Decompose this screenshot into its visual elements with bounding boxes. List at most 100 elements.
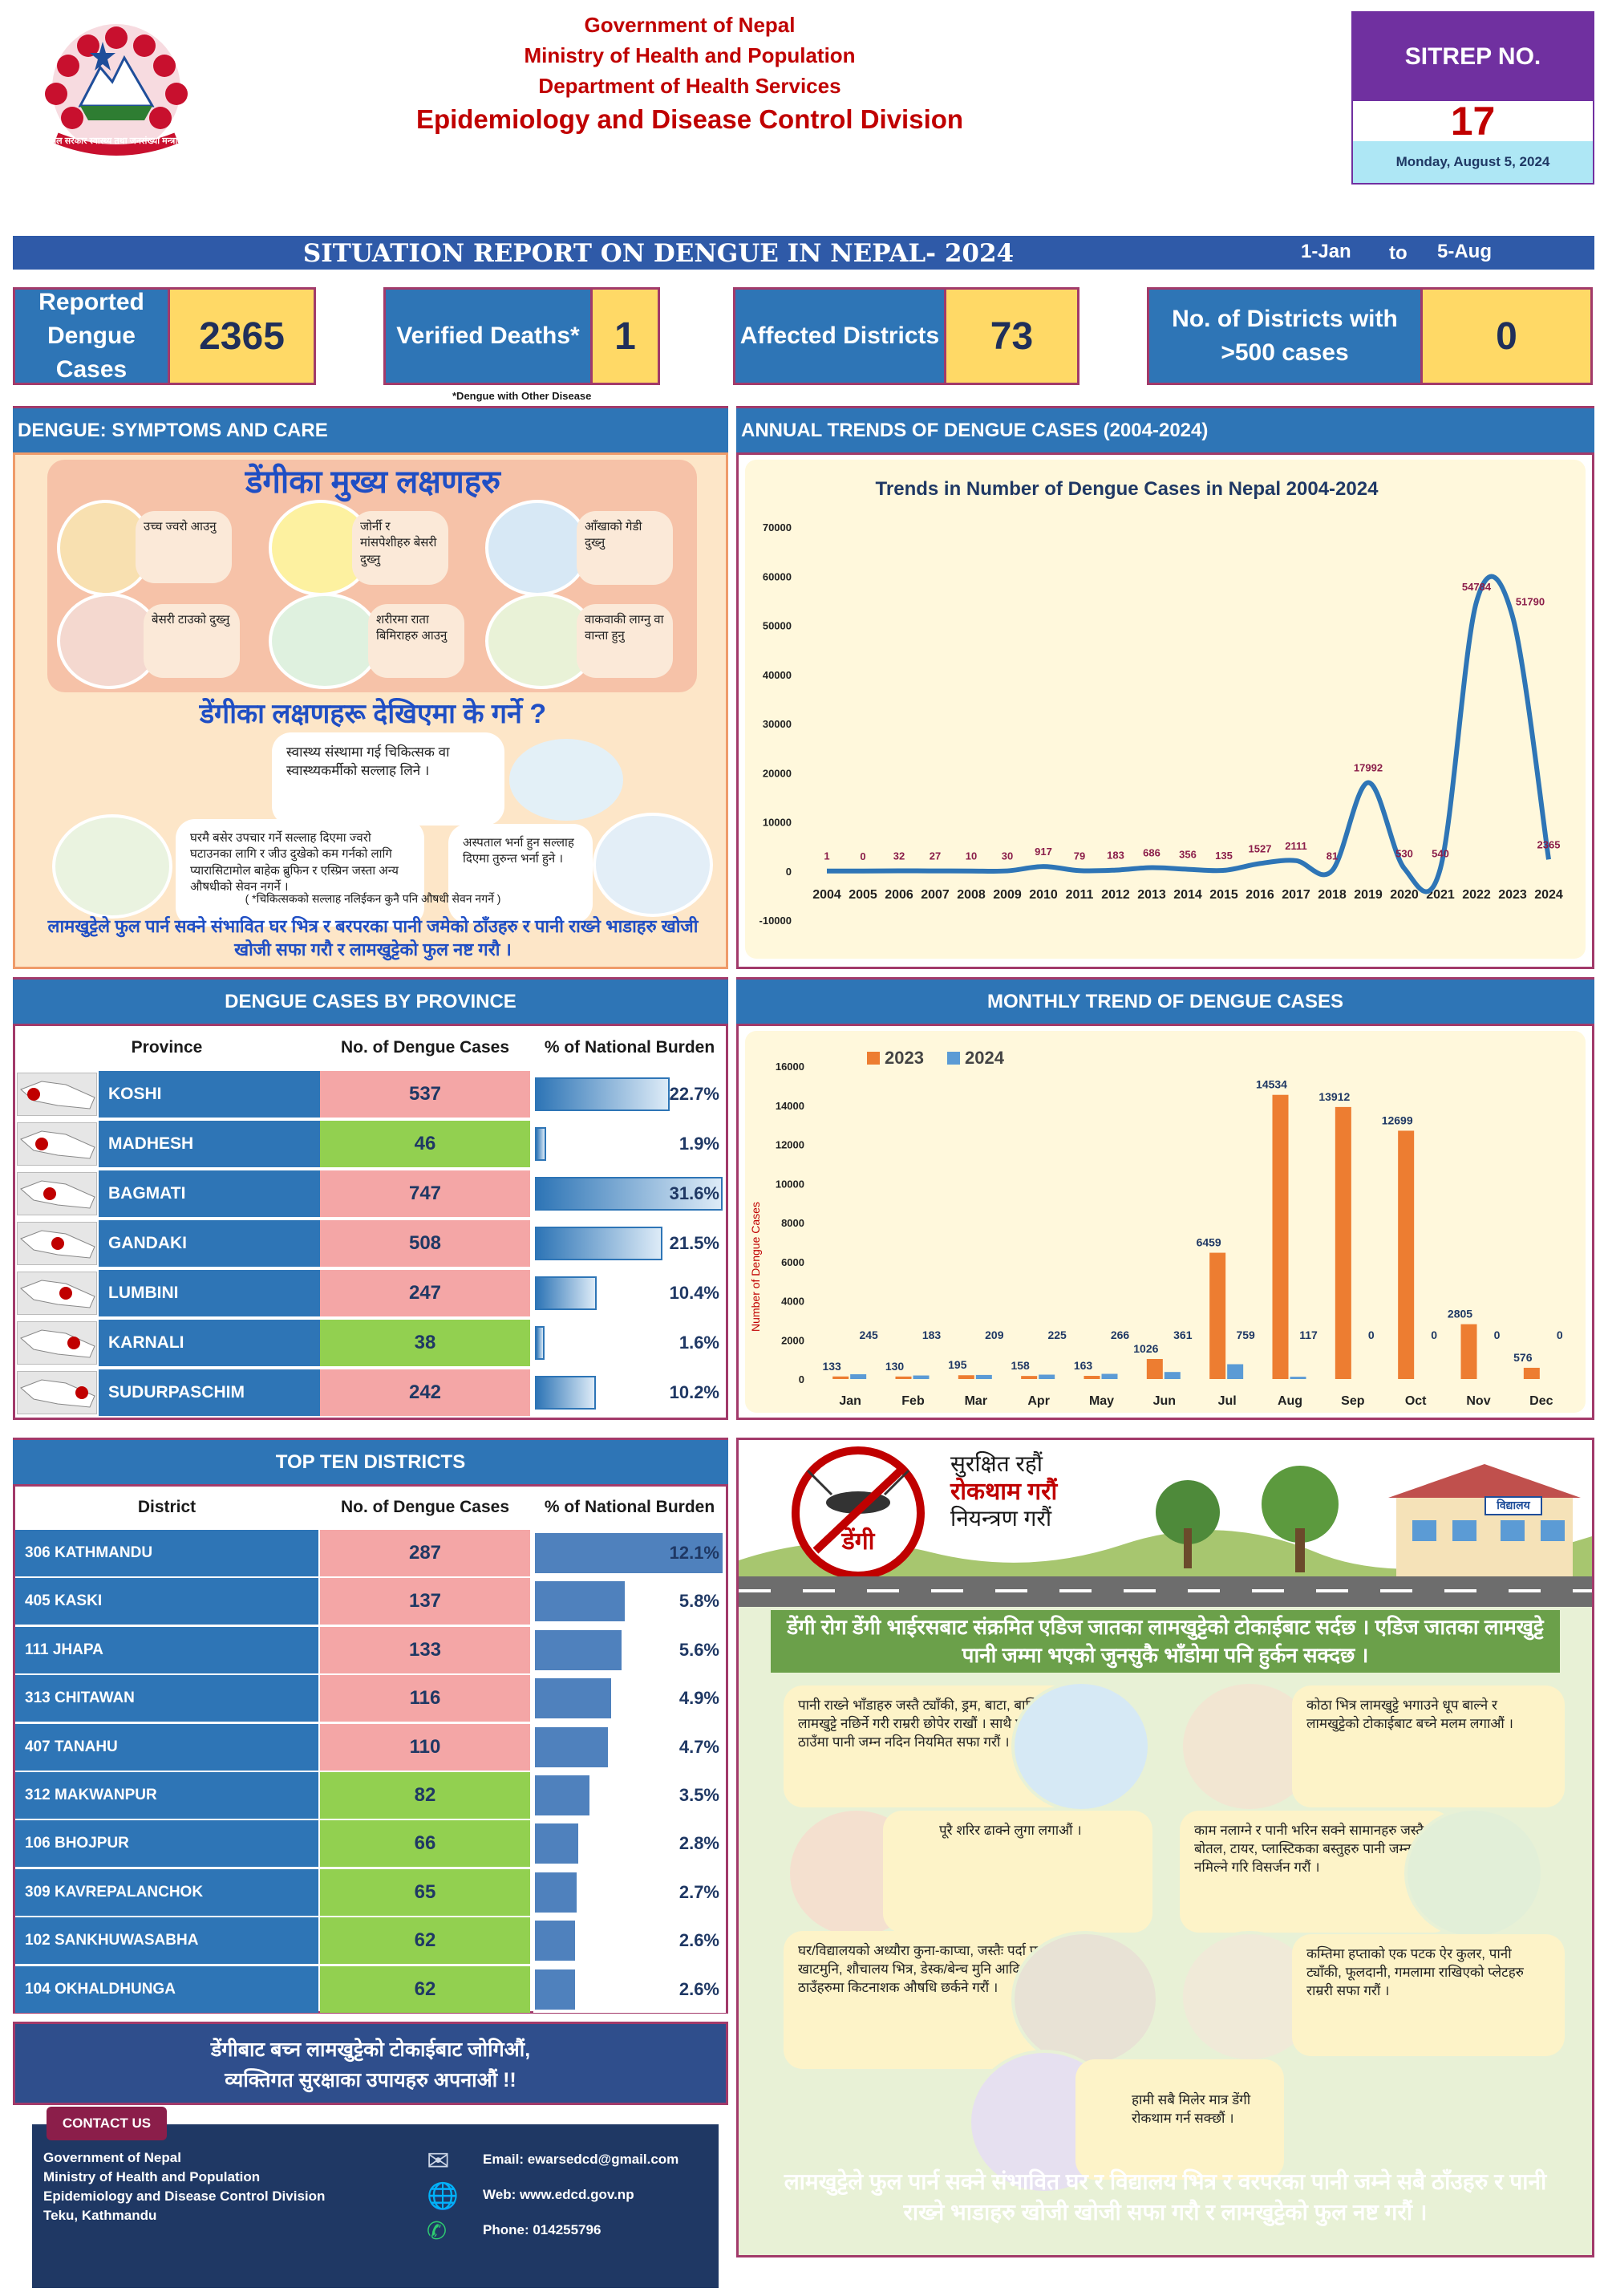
x-tick-label: 2013	[1137, 888, 1166, 902]
burden-bar	[535, 1326, 545, 1360]
data-label: 79	[1074, 850, 1085, 862]
district-cases: 82	[320, 1772, 530, 1819]
district-pct: 5.8%	[533, 1578, 726, 1625]
tip-text: घर/विद्यालयको अध्यौरा कुना-काप्चा, जस्तै…	[798, 1943, 1065, 1995]
x-tick-label: 2024	[1534, 888, 1563, 902]
pct-text: 12.1%	[669, 1543, 719, 1563]
pct-text: 4.9%	[678, 1688, 719, 1709]
tip-card: हामी सबै मिलेर मात्र डेंगी रोकथाम गर्न स…	[1075, 2059, 1284, 2180]
data-label: 12699	[1382, 1114, 1413, 1126]
district-name: 407 TANAHU	[15, 1723, 318, 1771]
contact-gov: Government of Nepal	[43, 2150, 181, 2165]
district-pct: 3.5%	[533, 1772, 726, 1819]
globe-icon: 🌐	[427, 2181, 459, 2210]
bar-2023	[1021, 1376, 1038, 1379]
pct-text: 10.4%	[669, 1283, 719, 1303]
data-label: 163	[1074, 1359, 1093, 1372]
burden-bar	[535, 1533, 723, 1573]
x-tick-label: 2007	[921, 888, 950, 902]
data-label: 0	[1557, 1329, 1563, 1341]
tip-text: काम नलाग्ने र पानी भरिन सक्ने सामानहरु ज…	[1194, 1823, 1424, 1875]
x-tick-label: Apr	[1027, 1394, 1050, 1408]
y-axis-label: Number of Dengue Cases	[749, 1202, 762, 1332]
province-name: GANDAKI	[99, 1220, 320, 1267]
symptoms-poster: डेंगीका मुख्य लक्षणहरु उच्च ज्वरो आउनु ज…	[13, 452, 728, 969]
prevention-footer: लामखुट्टेले फुल पार्न सक्ने संभावित घर र…	[784, 2169, 1547, 2225]
pct-text: 3.5%	[678, 1785, 719, 1805]
contact-web[interactable]: Web: www.edcd.gov.np	[483, 2187, 634, 2202]
what-to-do-heading: डेंगीका लक्षणहरू देखिएमा के गर्ने ?	[199, 699, 547, 729]
bar-2024	[1290, 1377, 1306, 1379]
legend-label: 2023	[885, 1048, 924, 1068]
school-sign: विद्यालय	[1485, 1496, 1542, 1515]
pct-text: 4.7%	[678, 1736, 719, 1757]
contact-title: CONTACT US	[47, 2107, 167, 2140]
burden-bar	[535, 1127, 547, 1161]
districts-heading: TOP TEN DISTRICTS	[13, 1438, 728, 1484]
x-tick-label: 2012	[1101, 888, 1130, 902]
data-label: 117	[1299, 1329, 1318, 1341]
province-name: SUDURPASCHIM	[99, 1369, 320, 1416]
province-pct: 21.5%	[533, 1220, 726, 1267]
slogan-line2: व्यक्तिगत सुरक्षाका उपायहरु अपनाऔं !!	[225, 2068, 516, 2091]
y-tick-label: 10000	[776, 1178, 804, 1190]
phone-icon: ✆	[427, 2218, 448, 2245]
district-cases: 62	[320, 1965, 530, 2013]
bar-2024	[1039, 1374, 1055, 1379]
province-name: KOSHI	[99, 1071, 320, 1118]
bar-2023	[1335, 1106, 1351, 1379]
contact-phone[interactable]: Phone: 014255796	[483, 2222, 602, 2237]
x-tick-label: 2023	[1498, 888, 1527, 902]
x-tick-label: Feb	[901, 1394, 925, 1408]
x-tick-label: 2022	[1462, 888, 1491, 902]
tip-card: कम्तिमा हप्ताको एक पटक ऐर कुलर, पानी ट्य…	[1292, 1934, 1565, 2056]
kpi-verified-deaths: Verified Deaths* 1	[383, 287, 660, 385]
data-label: 209	[985, 1329, 1004, 1341]
table-row: 312 MAKWANPUR 82 3.5%	[15, 1772, 726, 1820]
table-row: GANDAKI 508 21.5%	[15, 1220, 726, 1268]
district-pct: 2.6%	[533, 1965, 726, 2013]
burden-bar	[535, 1581, 626, 1622]
header-gov: Government of Nepal	[584, 13, 796, 37]
bar-2024	[1164, 1372, 1181, 1379]
y-tick-label: 0	[799, 1373, 804, 1385]
province-table: Province No. of Dengue Cases % of Nation…	[13, 1024, 728, 1420]
burden-bar	[535, 1227, 663, 1260]
contact-address: Teku, Kathmandu	[43, 2208, 157, 2223]
monthly-heading: MONTHLY TREND OF DENGUE CASES	[736, 977, 1594, 1024]
district-name: 111 JHAPA	[15, 1626, 318, 1673]
province-map-icon	[17, 1272, 97, 1315]
symptoms-heading: DENGUE: SYMPTOMS AND CARE	[13, 406, 728, 452]
tip-text: हामी सबै मिलेर मात्र डेंगी रोकथाम गर्न स…	[1132, 2092, 1251, 2126]
x-tick-label: 2018	[1318, 888, 1347, 902]
prevention-intro: डेंगी रोग डेंगी भाईरसबाट संक्रमित एडिज ज…	[771, 1610, 1560, 1673]
data-label: 0	[1431, 1329, 1437, 1341]
burden-bar	[535, 1678, 611, 1719]
table-row: KOSHI 537 22.7%	[15, 1071, 726, 1119]
kpi-label: Affected Districts	[735, 290, 944, 383]
y-tick-label: -10000	[759, 915, 792, 927]
province-name: KARNALI	[99, 1320, 320, 1366]
data-label: 361	[1173, 1329, 1193, 1341]
poster-title: डेंगीका मुख्य लक्षणहरु	[245, 464, 500, 500]
doctor-illustration	[506, 736, 626, 824]
y-tick-label: 4000	[781, 1296, 804, 1308]
care-card-hospital: अस्पताल भर्ना हुन सल्लाह दिएमा तुरुन्त भ…	[448, 824, 593, 923]
bar-2023	[832, 1376, 849, 1379]
contact-email[interactable]: Email: ewarsedcd@gmail.com	[483, 2152, 679, 2167]
title-bar: SITUATION REPORT ON DENGUE IN NEPAL- 202…	[13, 236, 1594, 270]
data-label: 225	[1047, 1329, 1067, 1341]
table-row: 106 BHOJPUR 66 2.8%	[15, 1820, 726, 1868]
data-label: 540	[1432, 847, 1449, 859]
symptom-text: आँखाको गेडी दुख्नु	[585, 520, 642, 550]
province-name: BAGMATI	[99, 1170, 320, 1217]
kpi-affected-districts: Affected Districts 73	[733, 287, 1079, 385]
province-map-icon	[17, 1222, 97, 1265]
x-tick-label: 2014	[1173, 888, 1202, 902]
burden-bar	[535, 1276, 597, 1310]
district-pct: 4.7%	[533, 1723, 726, 1771]
kpi-value: 0	[1420, 290, 1590, 383]
x-tick-label: 2015	[1209, 888, 1238, 902]
district-name: 313 CHITAWAN	[15, 1675, 318, 1722]
province-cases: 38	[320, 1320, 530, 1366]
